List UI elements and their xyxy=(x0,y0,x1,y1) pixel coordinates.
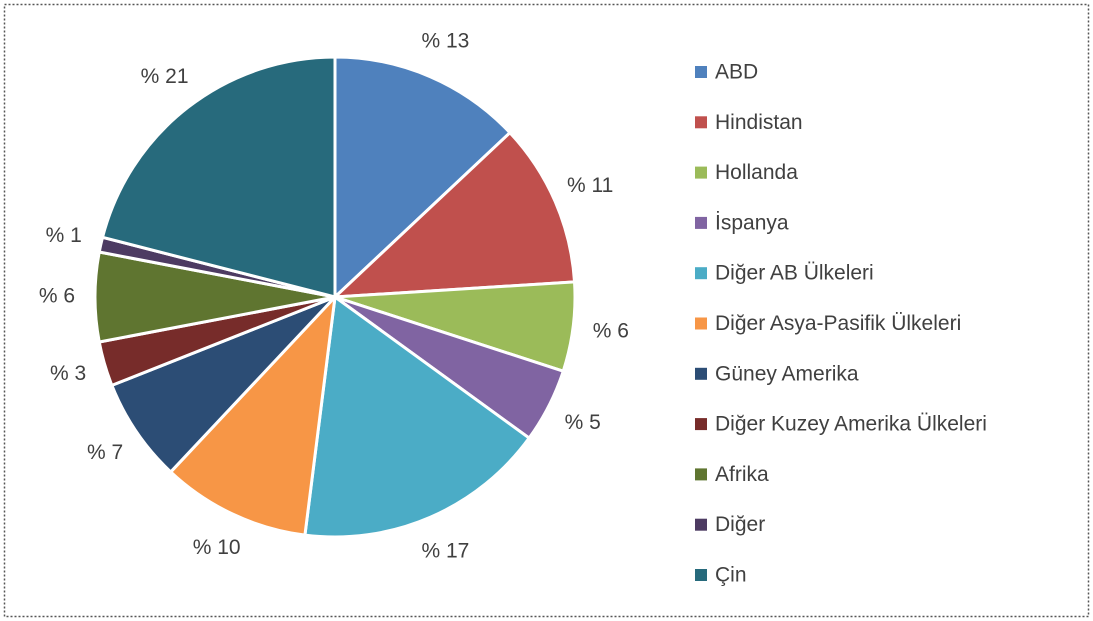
data-label: % 6 xyxy=(593,319,629,342)
data-label: % 11 xyxy=(567,174,613,197)
legend-label: ABD xyxy=(715,61,758,84)
legend-label: Diğer Asya-Pasifik Ülkeleri xyxy=(715,312,961,335)
data-label: % 5 xyxy=(565,411,601,434)
data-label: % 1 xyxy=(46,224,82,247)
legend-swatch xyxy=(695,166,707,179)
legend-label: İspanya xyxy=(715,211,789,234)
legend-label: Çin xyxy=(715,564,747,587)
legend-swatch xyxy=(695,569,707,581)
legend-swatch xyxy=(695,267,707,280)
legend-label: Hindistan xyxy=(715,111,803,134)
legend-label: Hollanda xyxy=(715,161,798,184)
legend-swatch xyxy=(695,418,707,431)
legend-swatch xyxy=(695,317,707,330)
data-label: % 3 xyxy=(50,362,86,385)
pie-slice xyxy=(330,130,577,299)
data-label: % 7 xyxy=(87,441,123,464)
legend-swatch xyxy=(695,468,707,481)
legend-swatch xyxy=(695,216,707,229)
pie-slice xyxy=(168,292,338,537)
data-label: % 17 xyxy=(421,540,469,563)
data-label: % 21 xyxy=(141,65,189,88)
data-label: % 10 xyxy=(193,536,241,559)
legend-label: Diğer AB Ülkeleri xyxy=(715,262,874,285)
legend-label: Afrika xyxy=(715,463,769,486)
pie-slice xyxy=(109,295,337,475)
pie-slice xyxy=(303,294,532,539)
legend-label: Güney Amerika xyxy=(715,362,859,385)
pie-slice xyxy=(100,55,337,299)
legend-label: Diğer Kuzey Amerika Ülkeleri xyxy=(715,413,987,436)
pie-slice xyxy=(333,55,513,301)
legend-swatch xyxy=(695,518,707,531)
legend-label: Diğer xyxy=(715,513,765,536)
legend-swatch xyxy=(695,116,707,129)
frame xyxy=(3,3,1090,618)
legend-swatch xyxy=(695,367,707,380)
data-label: % 13 xyxy=(421,29,469,52)
legend-swatch xyxy=(695,66,707,78)
data-label: % 6 xyxy=(39,285,75,308)
